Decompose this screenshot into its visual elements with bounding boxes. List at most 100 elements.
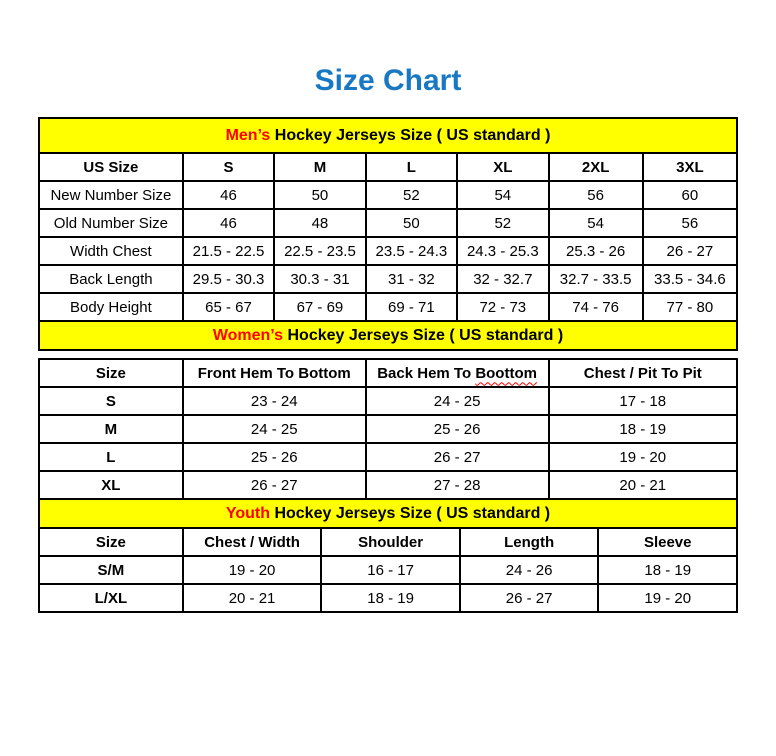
womens-size-table: Size Front Hem To Bottom Back Hem To Boott… [38, 358, 739, 500]
youth-section-banner: Youth Hockey Jerseys Size ( US standard … [38, 498, 738, 529]
size-value-cell: 48 [273, 208, 367, 238]
size-value-cell: 65 - 67 [181, 292, 276, 322]
size-value-cell: 60 [641, 180, 739, 210]
size-value-cell: 24 - 25 [181, 414, 367, 444]
size-value-cell: 33.5 - 34.6 [641, 264, 739, 294]
size-value-cell: 24.3 - 25.3 [456, 236, 550, 266]
size-value-cell: 32.7 - 33.5 [547, 264, 644, 294]
size-value-cell: 26 - 27 [364, 442, 550, 472]
table-row: L 25 - 26 26 - 27 19 - 20 [38, 442, 739, 472]
size-value-cell: 46 [181, 208, 276, 238]
size-value-cell: 19 - 20 [547, 442, 739, 472]
size-value-cell: 26 - 27 [458, 583, 600, 613]
size-value-cell: 23 - 24 [181, 386, 367, 416]
column-header: Length [458, 527, 600, 557]
size-value-cell: 25 - 26 [364, 414, 550, 444]
table-row: New Number Size 46 50 52 54 56 60 [38, 180, 739, 210]
column-header: 3XL [641, 152, 739, 182]
column-header: 2XL [547, 152, 644, 182]
size-value-cell: 18 - 19 [597, 555, 738, 585]
header-row: Size Chest / Width Shoulder Length Sleeve [38, 527, 738, 557]
womens-section-banner: Women’s Hockey Jerseys Size ( US standar… [38, 320, 738, 351]
size-value-cell: 67 - 69 [273, 292, 367, 322]
table-row: L/XL 20 - 21 18 - 19 26 - 27 19 - 20 [38, 583, 738, 613]
size-value-cell: 72 - 73 [456, 292, 550, 322]
column-header: M [273, 152, 367, 182]
size-value-cell: 56 [641, 208, 739, 238]
table-row: M 24 - 25 25 - 26 18 - 19 [38, 414, 739, 444]
size-value-cell: 22.5 - 23.5 [273, 236, 367, 266]
column-header: Size [38, 358, 184, 388]
size-value-cell: 50 [273, 180, 367, 210]
size-value-cell: 25 - 26 [181, 442, 367, 472]
youth-banner-text: Hockey Jerseys Size ( US standard ) [270, 504, 551, 522]
size-value-cell: 26 - 27 [641, 236, 739, 266]
size-value-cell: 52 [456, 208, 550, 238]
table-row: Width Chest 21.5 - 22.5 22.5 - 23.5 23.5 - … [38, 236, 739, 266]
size-value-cell: 19 - 20 [181, 555, 323, 585]
table-row: S 23 - 24 24 - 25 17 - 18 [38, 386, 739, 416]
mens-section: Men’s Hockey Jerseys Size ( US standard … [38, 117, 739, 322]
size-value-cell: 54 [547, 208, 644, 238]
womens-section: Women’s Hockey Jerseys Size ( US standar… [38, 320, 739, 500]
row-label: M [38, 414, 184, 444]
size-value-cell: 16 - 17 [320, 555, 461, 585]
column-header: L [364, 152, 459, 182]
row-label: XL [38, 470, 184, 500]
table-row: Old Number Size 46 48 50 52 54 56 [38, 208, 739, 238]
column-header: Size [38, 527, 184, 557]
column-header: XL [456, 152, 550, 182]
column-header: Back Hem To Boottom [364, 358, 550, 388]
size-value-cell: 21.5 - 22.5 [181, 236, 276, 266]
size-value-cell: 30.3 - 31 [273, 264, 367, 294]
table-row: S/M 19 - 20 16 - 17 24 - 26 18 - 19 [38, 555, 738, 585]
size-value-cell: 18 - 19 [547, 414, 739, 444]
row-label: Old Number Size [38, 208, 184, 238]
size-chart-container: Men’s Hockey Jerseys Size ( US standard … [38, 117, 739, 613]
column-header: Chest / Width [181, 527, 323, 557]
column-header: Front Hem To Bottom [181, 358, 367, 388]
size-value-cell: 46 [181, 180, 276, 210]
size-value-cell: 52 [364, 180, 459, 210]
youth-size-table: Size Chest / Width Shoulder Length Sleeve S/M… [38, 527, 738, 613]
size-value-cell: 26 - 27 [181, 470, 367, 500]
table-row: XL 26 - 27 27 - 28 20 - 21 [38, 470, 739, 500]
youth-section: Youth Hockey Jerseys Size ( US standard … [38, 498, 738, 613]
mens-banner-highlight: Men’s [225, 126, 271, 144]
size-value-cell: 20 - 21 [547, 470, 739, 500]
header-row: Size Front Hem To Bottom Back Hem To Boott… [38, 358, 739, 388]
row-label: Back Length [38, 264, 184, 294]
page-title: Size Chart [314, 64, 462, 97]
size-value-cell: 27 - 28 [364, 470, 550, 500]
size-value-cell: 69 - 71 [364, 292, 459, 322]
row-label: L/XL [38, 583, 184, 613]
column-header: Shoulder [320, 527, 461, 557]
misspelled-word: Boottom [475, 364, 537, 382]
youth-banner-highlight: Youth [225, 504, 270, 522]
womens-banner-text: Hockey Jerseys Size ( US standard ) [283, 326, 564, 344]
row-label: L [38, 442, 184, 472]
column-header: Chest / Pit To Pit [547, 358, 739, 388]
size-value-cell: 32 - 32.7 [456, 264, 550, 294]
size-value-cell: 18 - 19 [320, 583, 461, 613]
size-value-cell: 24 - 25 [364, 386, 550, 416]
size-value-cell: 23.5 - 24.3 [364, 236, 459, 266]
column-header: Sleeve [597, 527, 738, 557]
size-value-cell: 24 - 26 [458, 555, 600, 585]
mens-banner-text: Hockey Jerseys Size ( US standard ) [270, 126, 551, 144]
size-value-cell: 74 - 76 [547, 292, 644, 322]
row-label: S [38, 386, 184, 416]
size-value-cell: 77 - 80 [641, 292, 739, 322]
size-value-cell: 50 [364, 208, 459, 238]
size-value-cell: 31 - 32 [364, 264, 459, 294]
row-label: Width Chest [38, 236, 184, 266]
row-label: New Number Size [38, 180, 184, 210]
mens-size-table: US Size S M L XL 2XL 3XL New Number Size 46 50 52 5… [38, 152, 739, 322]
table-row: Back Length 29.5 - 30.3 30.3 - 31 31 - 32 32… [38, 264, 739, 294]
size-value-cell: 56 [547, 180, 644, 210]
column-header: S [181, 152, 276, 182]
size-value-cell: 17 - 18 [547, 386, 739, 416]
row-label: S/M [38, 555, 184, 585]
header-row: US Size S M L XL 2XL 3XL [38, 152, 739, 182]
mens-section-banner: Men’s Hockey Jerseys Size ( US standard … [38, 117, 738, 154]
